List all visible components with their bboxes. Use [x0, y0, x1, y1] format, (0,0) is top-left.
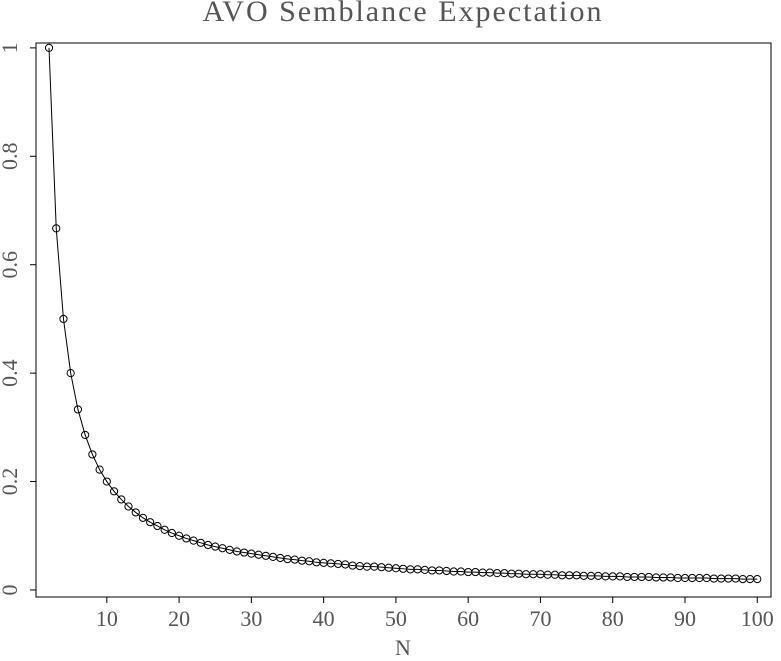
y-tick-label: 0.4: [0, 359, 22, 387]
x-axis-label: N: [395, 635, 411, 660]
point-marker: [102, 477, 111, 486]
point-marker: [138, 513, 148, 522]
point-marker: [196, 538, 205, 547]
x-tick-label: 30: [240, 606, 262, 631]
x-tick-label: 10: [96, 606, 118, 631]
point-marker: [189, 536, 198, 545]
point-marker: [44, 43, 54, 52]
x-tick-label: 60: [457, 606, 479, 631]
point-marker: [124, 502, 133, 511]
y-tick-label: 0.6: [0, 251, 22, 279]
series-line: [48, 47, 758, 580]
point-marker: [146, 518, 155, 527]
x-tick-label: 20: [168, 606, 190, 631]
chart-title: AVO Semblance Expectation: [202, 0, 603, 28]
point-marker: [88, 450, 97, 459]
x-tick-label: 100: [741, 606, 774, 631]
y-tick-label: 1: [0, 42, 22, 53]
point-marker: [59, 314, 68, 324]
plot-frame: [35, 42, 772, 598]
x-tick-label: 40: [313, 606, 335, 631]
y-tick-label: 0.2: [0, 468, 22, 496]
point-marker: [95, 465, 104, 474]
point-marker: [73, 405, 83, 414]
point-marker: [52, 224, 61, 233]
point-marker: [66, 369, 75, 378]
point-marker: [81, 430, 90, 440]
point-marker: [174, 531, 184, 540]
point-marker: [117, 495, 126, 504]
x-tick-label: 50: [385, 606, 407, 631]
x-tick-label: 90: [674, 606, 696, 631]
point-marker: [753, 575, 762, 584]
y-tick-label: 0.8: [0, 143, 22, 171]
point-marker: [182, 534, 191, 543]
x-tick-label: 80: [602, 606, 624, 631]
point-marker: [131, 508, 140, 517]
x-tick-label: 70: [529, 606, 551, 631]
point-marker: [153, 521, 162, 531]
point-marker: [160, 525, 169, 534]
y-tick-label: 0: [0, 584, 22, 595]
point-marker: [109, 487, 119, 496]
point-marker: [167, 528, 176, 538]
